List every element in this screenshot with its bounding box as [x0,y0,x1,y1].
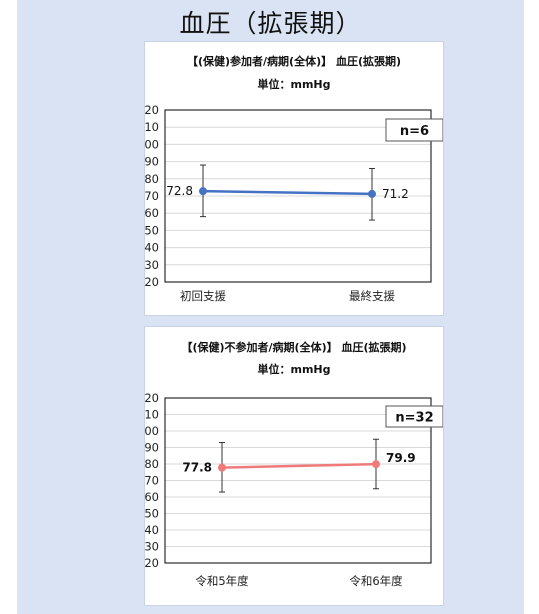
data-label: 72.8 [166,184,193,198]
y-tick-label: 120 [145,103,159,117]
y-tick-label: 60 [145,206,159,220]
data-label: 71.2 [382,187,409,201]
chart-subtitle: 単位：mmHg [257,77,330,91]
data-point [368,189,376,198]
y-tick-label: 90 [145,441,159,455]
y-tick-label: 30 [145,258,159,272]
y-tick-label: 30 [145,540,159,554]
y-tick-label: 50 [145,507,159,521]
y-tick-label: 40 [145,523,159,537]
plot-frame [164,109,432,283]
y-tick-label: 80 [145,457,159,471]
chart-participants: 【(保健)参加者/病期(全体)】 血圧(拡張期) 単位：mmHg 1201101… [145,54,443,303]
chart-subtitle: 単位：mmHg [257,362,330,376]
plot-frame [164,397,432,564]
chart-nonparticipants: 【(保健)不参加者/病期(全体)】 血圧(拡張期) 単位：mmHg 120 110… [145,340,443,588]
y-tick-label: 100 [145,137,159,151]
chart-title: 【(保健)参加者/病期(全体)】 血圧(拡張期) [187,54,401,68]
y-tick-label: 80 [145,172,159,186]
y-tick-label: 110 [145,408,159,422]
data-point [218,463,226,472]
y-tick-label: 60 [145,490,159,504]
y-tick-label: 110 [145,120,159,134]
chart-panel-nonparticipants: 【(保健)不参加者/病期(全体)】 血圧(拡張期) 単位：mmHg 120 110… [144,326,444,606]
slide-background: 血圧（拡張期） 【(保健)参加者/病期(全体)】 血圧(拡張期) 単位：mmHg… [17,0,524,614]
y-tick-label: 70 [145,189,159,203]
x-tick-label: 令和5年度 [195,574,249,588]
series-line [221,462,377,469]
chart-panel-participants: 【(保健)参加者/病期(全体)】 血圧(拡張期) 単位：mmHg 1201101… [144,41,444,316]
y-tick-label: 90 [145,155,159,169]
y-tick-label: 20 [145,275,159,289]
plot-area: 120 110 100 90 80 70 60 50 40 30 20 n=6 初回支援 最終支援 72.8… [145,103,443,303]
y-tick-label: 20 [145,556,159,570]
data-label: 79.9 [386,451,416,465]
y-tick-label: 40 [145,241,159,255]
page-title: 血圧（拡張期） [179,9,362,38]
data-point [199,187,207,196]
data-label: 77.8 [182,461,212,475]
n-label: n=6 [400,124,429,139]
plot-area: 120 110 100 90 80 70 60 50 40 30 20 n=32 令和5年度 令和6年度 7… [145,391,443,588]
y-tick-label: 120 [145,391,159,405]
y-tick-label: 70 [145,474,159,488]
x-tick-label: 初回支援 [180,289,226,303]
x-tick-label: 最終支援 [349,289,395,303]
series-line [202,189,373,196]
data-point [372,460,380,469]
y-tick-label: 100 [145,424,159,438]
chart-title: 【(保健)不参加者/病期(全体)】 血圧(拡張期) [181,340,406,354]
n-box [385,118,443,142]
n-box [385,405,443,428]
n-label: n=32 [395,411,433,426]
y-tick-label: 50 [145,223,159,237]
x-tick-label: 令和6年度 [349,574,403,588]
